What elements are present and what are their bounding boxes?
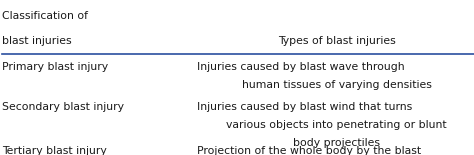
Text: Projection of the whole body by the blast: Projection of the whole body by the blas… <box>197 146 421 155</box>
Text: Primary blast injury: Primary blast injury <box>2 62 109 72</box>
Text: blast injuries: blast injuries <box>2 36 72 46</box>
Text: Injuries caused by blast wind that turns: Injuries caused by blast wind that turns <box>197 102 412 112</box>
Text: Tertiary blast injury: Tertiary blast injury <box>2 146 107 155</box>
Text: Injuries caused by blast wave through: Injuries caused by blast wave through <box>197 62 404 72</box>
Text: various objects into penetrating or blunt: various objects into penetrating or blun… <box>226 120 447 130</box>
Text: Classification of: Classification of <box>2 11 88 21</box>
Text: Secondary blast injury: Secondary blast injury <box>2 102 124 112</box>
Text: Types of blast injuries: Types of blast injuries <box>278 36 395 46</box>
Text: human tissues of varying densities: human tissues of varying densities <box>242 80 431 90</box>
Text: body projectiles: body projectiles <box>293 138 380 148</box>
